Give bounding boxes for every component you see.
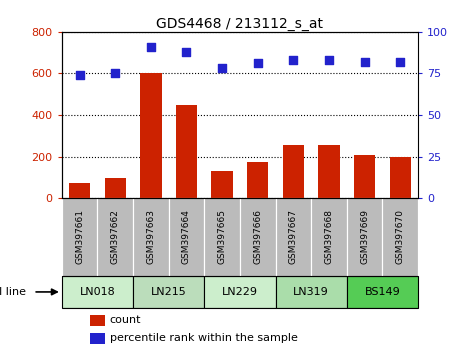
Text: GSM397666: GSM397666: [253, 210, 262, 264]
Bar: [62, 275, 133, 308]
Text: LN018: LN018: [79, 287, 115, 297]
Bar: [176, 105, 197, 198]
Bar: [276, 275, 347, 308]
Text: GSM397670: GSM397670: [396, 210, 405, 264]
Bar: [204, 198, 240, 275]
Text: LN229: LN229: [222, 287, 258, 297]
Bar: [390, 157, 411, 198]
Bar: [97, 198, 133, 275]
Point: [111, 71, 119, 76]
Bar: [354, 155, 375, 198]
Point: [218, 65, 226, 71]
Point: [361, 59, 369, 65]
Bar: [347, 198, 382, 275]
Bar: [90, 315, 104, 326]
Point: [289, 57, 297, 63]
Text: LN319: LN319: [293, 287, 329, 297]
Text: percentile rank within the sample: percentile rank within the sample: [110, 333, 298, 343]
Title: GDS4468 / 213112_s_at: GDS4468 / 213112_s_at: [156, 17, 323, 31]
Point: [325, 57, 332, 63]
Bar: [211, 171, 233, 198]
Point: [254, 61, 261, 66]
Bar: [204, 275, 276, 308]
Bar: [104, 177, 126, 198]
Bar: [382, 198, 418, 275]
Bar: [247, 162, 268, 198]
Bar: [69, 183, 90, 198]
Text: count: count: [110, 315, 142, 325]
Text: LN215: LN215: [151, 287, 187, 297]
Bar: [169, 198, 204, 275]
Bar: [90, 333, 104, 344]
Text: BS149: BS149: [364, 287, 400, 297]
Text: GSM397668: GSM397668: [324, 210, 333, 264]
Text: GSM397661: GSM397661: [75, 210, 84, 264]
Bar: [240, 198, 276, 275]
Point: [147, 44, 155, 50]
Text: GSM397664: GSM397664: [182, 210, 191, 264]
Bar: [133, 198, 169, 275]
Text: GSM397669: GSM397669: [360, 210, 369, 264]
Text: GSM397667: GSM397667: [289, 210, 298, 264]
Point: [76, 72, 84, 78]
Text: GSM397663: GSM397663: [146, 210, 155, 264]
Bar: [133, 275, 204, 308]
Bar: [347, 275, 418, 308]
Bar: [62, 198, 97, 275]
Text: GSM397662: GSM397662: [111, 210, 120, 264]
Bar: [318, 145, 340, 198]
Text: cell line: cell line: [0, 287, 26, 297]
Bar: [283, 145, 304, 198]
Bar: [276, 198, 311, 275]
Text: GSM397665: GSM397665: [218, 210, 227, 264]
Bar: [311, 198, 347, 275]
Point: [182, 49, 190, 55]
Bar: [140, 74, 162, 198]
Point: [396, 59, 404, 65]
